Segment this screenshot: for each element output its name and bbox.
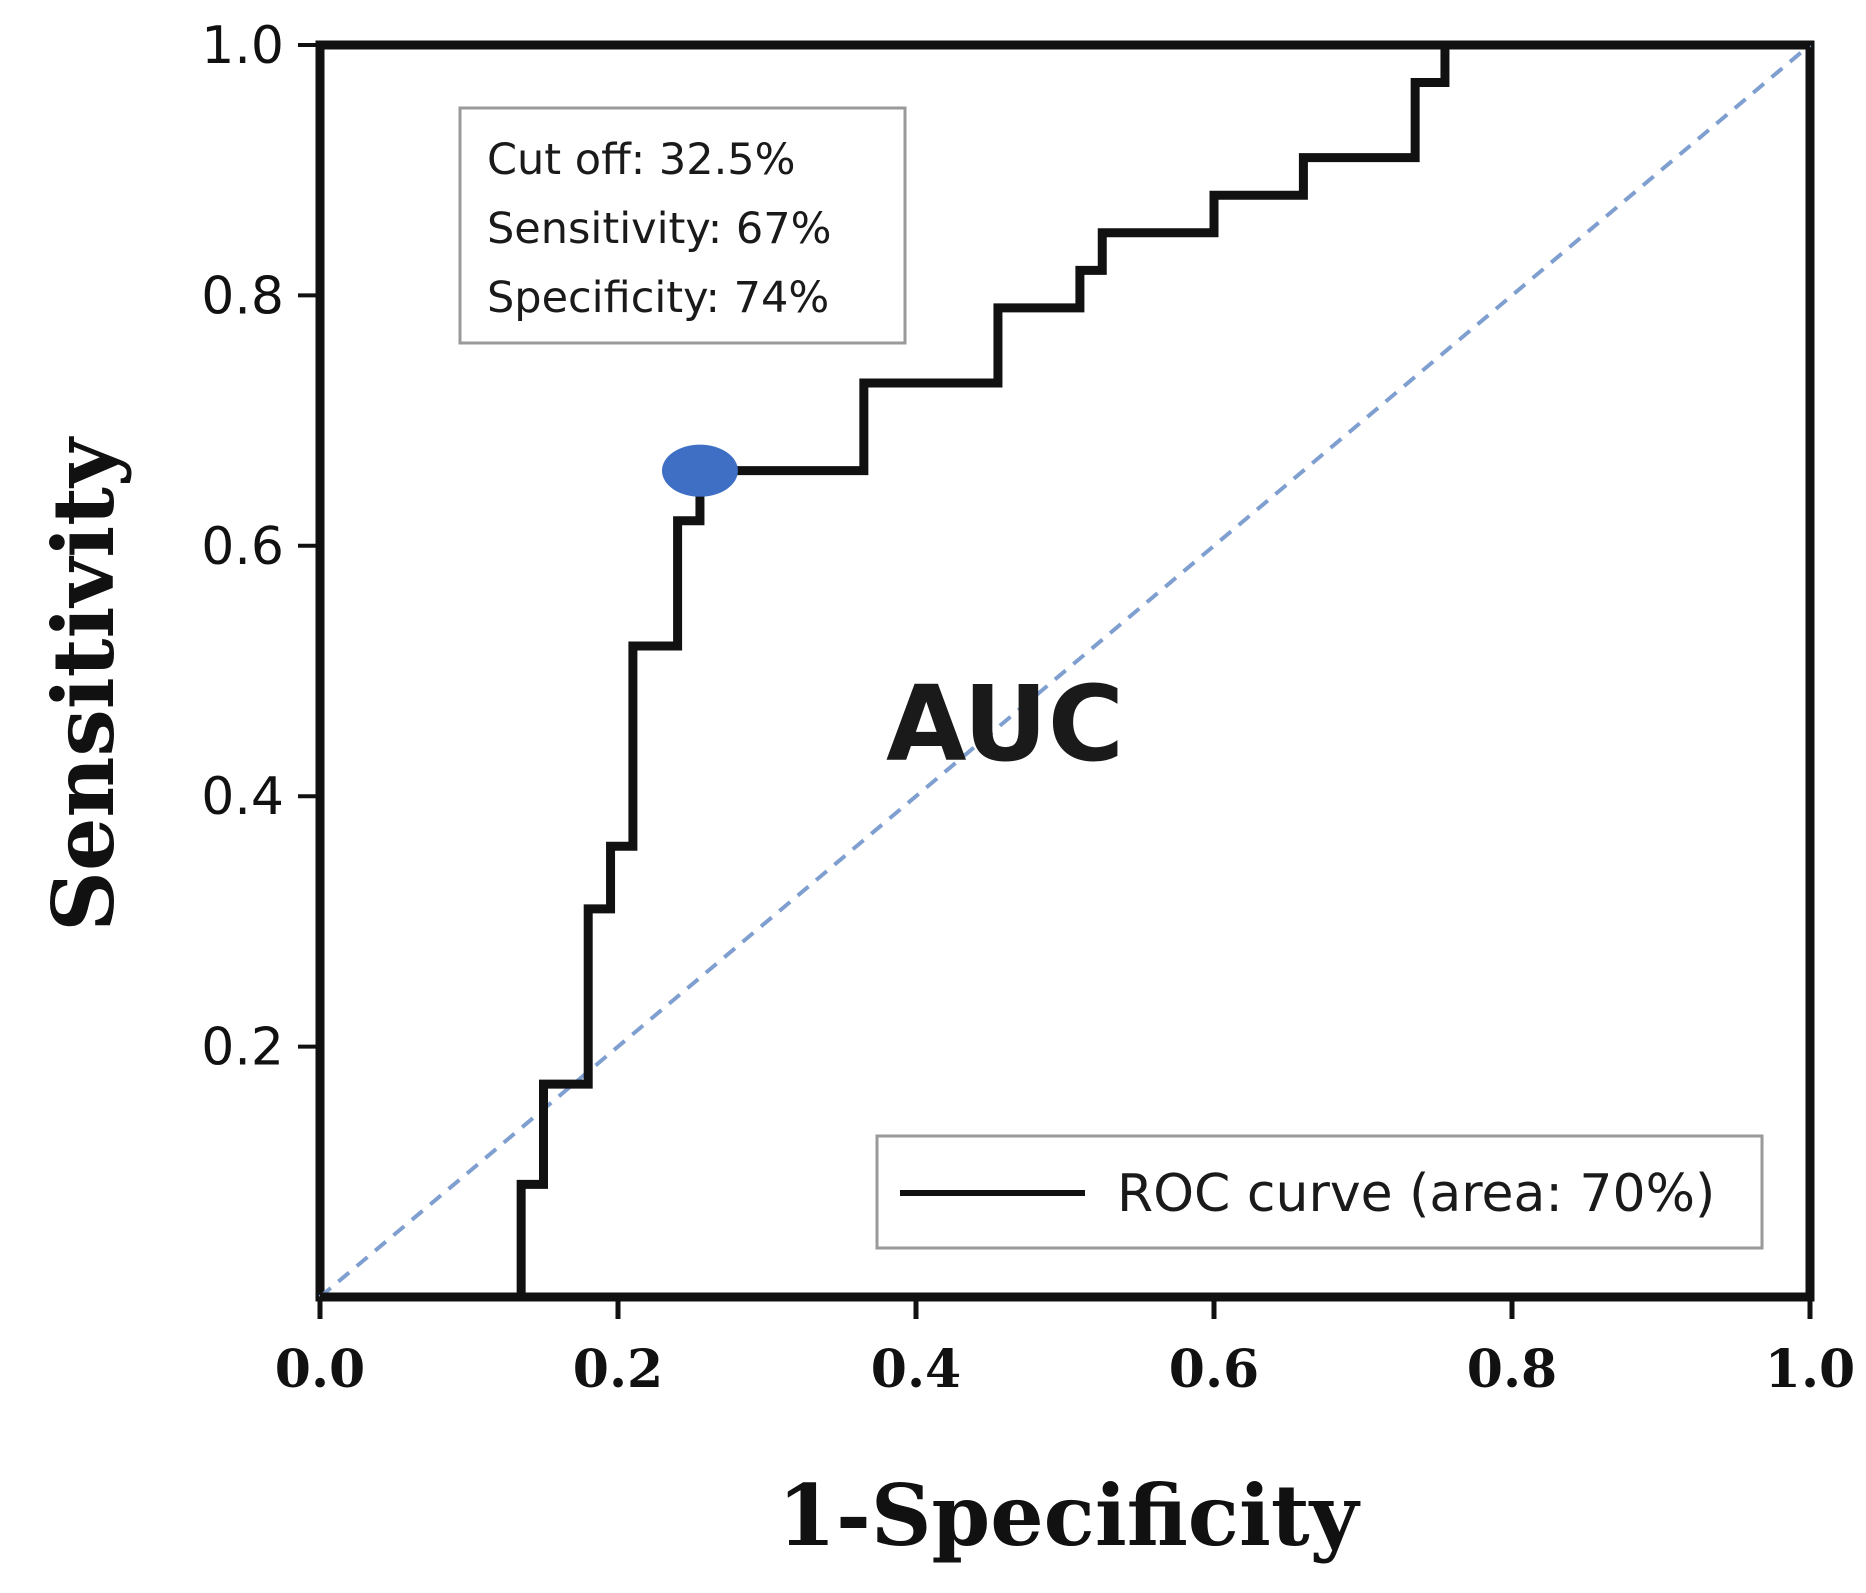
plot-frame — [315, 40, 1815, 1302]
x-tick-label: 1.0 — [1765, 1339, 1855, 1400]
legend-roc-label: ROC curve (area: 70%) — [1117, 1164, 1715, 1224]
y-tick-label: 0.2 — [201, 1018, 284, 1078]
cutoff-info-line: Cut off: 32.5% — [487, 135, 796, 185]
x-axis-title: 1-Specificity — [778, 1466, 1361, 1565]
x-axis-ticks: 0.0 0.2 0.4 0.6 0.8 1.0 — [275, 1297, 1855, 1400]
y-tick-label: 0.8 — [201, 266, 284, 326]
x-tick-label: 0.4 — [871, 1339, 961, 1400]
x-tick-label: 0.6 — [1169, 1339, 1259, 1400]
y-tick-label: 1.0 — [201, 16, 284, 76]
y-axis-title: Sensitivity — [34, 436, 133, 932]
y-axis-ticks: 0.2 0.4 0.6 0.8 1.0 — [201, 16, 320, 1078]
specificity-info-line: Specificity: 74% — [487, 273, 829, 323]
y-tick-label: 0.4 — [201, 767, 284, 827]
roc-curve-line — [320, 40, 1810, 1302]
auc-label: AUC — [886, 663, 1124, 785]
x-tick-label: 0.2 — [573, 1339, 663, 1400]
sensitivity-info-line: Sensitivity: 67% — [487, 204, 831, 254]
y-tick-label: 0.6 — [201, 517, 284, 577]
cutoff-info-box — [458, 106, 907, 345]
x-tick-label: 0.8 — [1467, 1339, 1557, 1400]
x-tick-label: 0.0 — [275, 1339, 365, 1400]
cutoff-point-marker — [661, 444, 738, 497]
